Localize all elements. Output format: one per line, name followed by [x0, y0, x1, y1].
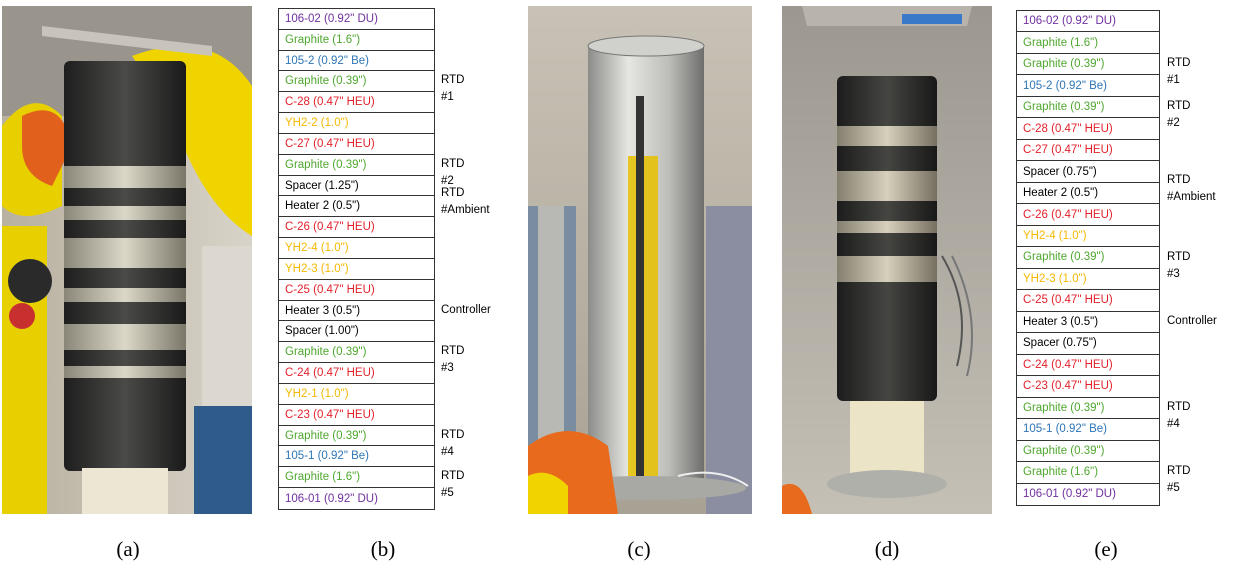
stack-layer: Graphite (1.6") — [1017, 462, 1159, 484]
stack-layer: YH2-2 (1.0") — [279, 113, 434, 134]
sensor-label: RTD #Ambient — [441, 186, 490, 216]
stack-layer: 105-1 (0.92" Be) — [1017, 419, 1159, 441]
stack-layer: Graphite (1.6") — [1017, 32, 1159, 54]
stack-layer: C-27 (0.47" HEU) — [1017, 140, 1159, 162]
caption-d: (d) — [874, 537, 900, 561]
sensor-label: RTD #1 — [1167, 57, 1191, 87]
sensor-label: RTD #2 — [441, 157, 465, 187]
sensor-label: RTD #2 — [1167, 100, 1191, 130]
stack-layer: C-26 (0.47" HEU) — [1017, 204, 1159, 226]
stack-layer: Graphite (0.39") — [279, 342, 434, 364]
stack-layer: C-28 (0.47" HEU) — [1017, 118, 1159, 140]
stack-layer: Heater 2 (0.5") — [1017, 183, 1159, 205]
stack-layer: C-23 (0.47" HEU) — [279, 405, 434, 426]
stack-layer: 106-01 (0.92" DU) — [285, 492, 378, 505]
stack-layer: Heater 3 (0.5") — [1017, 312, 1159, 334]
stack-layer: C-27 (0.47" HEU) — [279, 134, 434, 155]
stack-layer: Spacer (0.75") — [1017, 161, 1159, 183]
stack-layer: 105-2 (0.92" Be) — [279, 51, 434, 72]
caption-a: (a) — [116, 537, 140, 561]
stack-layer: 105-1 (0.92" Be) — [279, 447, 434, 468]
sensor-label: RTD #5 — [441, 470, 465, 500]
sensor-label: RTD #4 — [441, 428, 465, 458]
sensor-label: RTD #4 — [1167, 400, 1191, 430]
stack-layer: C-28 (0.47" HEU) — [279, 92, 434, 114]
stack-layer: C-24 (0.47" HEU) — [1017, 355, 1159, 377]
stack-layer: C-23 (0.47" HEU) — [1017, 376, 1159, 398]
stack-layer: Graphite (0.39") — [1017, 441, 1159, 463]
stack-layer: YH2-3 (1.0") — [1017, 269, 1159, 291]
caption-b: (b) — [370, 537, 396, 561]
stack-layer: Graphite (0.39") — [1017, 398, 1159, 420]
stack-layer: C-26 (0.47" HEU) — [279, 217, 434, 239]
stack-layer: C-25 (0.47" HEU) — [279, 280, 434, 301]
stack-layer: Spacer (1.00") — [279, 322, 434, 343]
stack-layer: 106-02 (0.92" DU) — [279, 9, 434, 30]
stack-table-b: 106-02 (0.92" DU) Graphite (1.6") 105-2 (0… — [278, 8, 435, 510]
caption-c: (c) — [627, 537, 651, 561]
stack-layer: Graphite (0.39") — [279, 426, 434, 447]
caption-e: (e) — [1094, 537, 1118, 561]
stack-layer: Graphite (0.39") — [1017, 247, 1159, 269]
photo-panel-d — [782, 6, 992, 514]
stack-layer: YH2-4 (1.0") — [279, 238, 434, 259]
stack-layer: C-24 (0.47" HEU) — [279, 363, 434, 384]
stack-layer: Graphite (1.6") — [279, 30, 434, 51]
sensor-label: Controller — [1167, 314, 1217, 327]
stack-layer: Graphite (0.39") — [1017, 97, 1159, 119]
stack-layer: YH2-4 (1.0") — [1017, 226, 1159, 248]
sensor-label: RTD #Ambient — [1167, 173, 1216, 203]
stack-layer: Heater 2 (0.5") — [279, 197, 434, 218]
sensor-label: RTD #3 — [1167, 250, 1191, 280]
stack-layer: Spacer (1.25") — [279, 176, 434, 197]
stack-layer: Graphite (0.39") — [1017, 54, 1159, 76]
sensor-label: Controller — [441, 303, 491, 316]
sensor-label: RTD #5 — [1167, 465, 1191, 495]
stack-layer: Graphite (1.6") — [279, 467, 434, 489]
stack-layer: Spacer (0.75") — [1017, 333, 1159, 355]
photo-panel-a — [2, 6, 252, 514]
stack-layer: Heater 3 (0.5") — [279, 301, 434, 322]
photo-panel-c — [528, 6, 752, 514]
stack-layer: 106-01 (0.92" DU) — [1023, 488, 1116, 501]
stack-layer: 105-2 (0.92" Be) — [1017, 75, 1159, 97]
sensor-label: RTD #3 — [441, 345, 465, 375]
stack-layer: Graphite (0.39") — [279, 72, 434, 93]
stack-layer: C-25 (0.47" HEU) — [1017, 290, 1159, 312]
stack-layer: YH2-1 (1.0") — [279, 384, 434, 405]
stack-layer: 106-02 (0.92" DU) — [1017, 11, 1159, 33]
stack-layer: Graphite (0.39") — [279, 155, 434, 176]
stack-layer: YH2-3 (1.0") — [279, 259, 434, 280]
sensor-label: RTD #1 — [441, 74, 465, 104]
stack-table-e: 106-02 (0.92" DU) Graphite (1.6") Graphite… — [1016, 10, 1160, 506]
